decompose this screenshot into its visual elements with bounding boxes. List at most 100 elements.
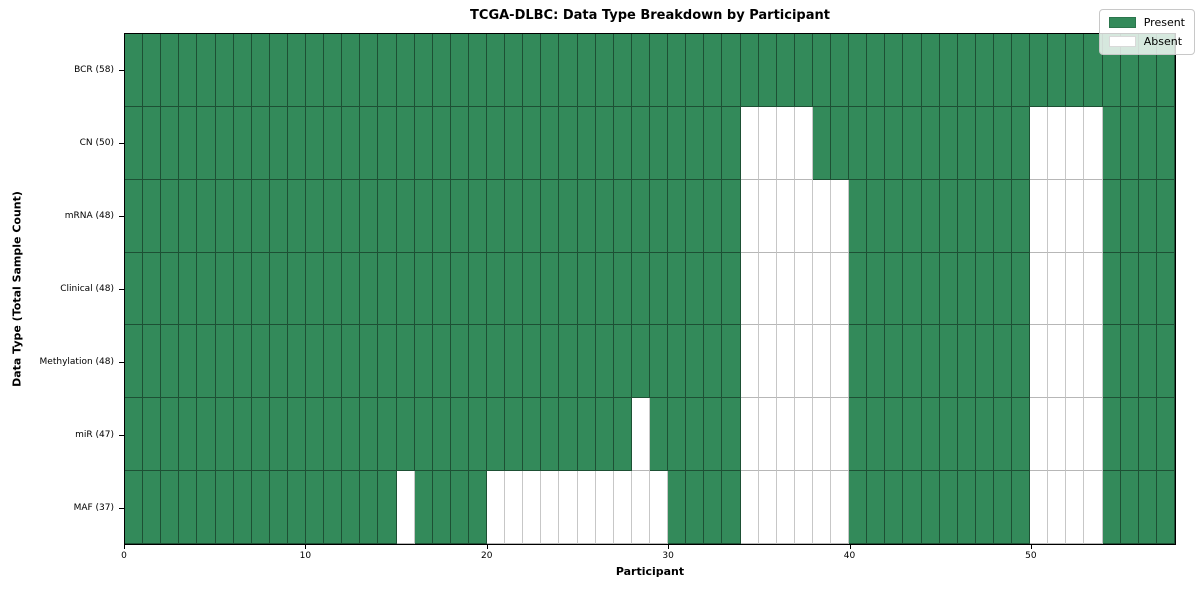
heatmap-cell [324,34,343,107]
heatmap-cell [885,325,904,399]
heatmap-cell [450,106,469,180]
heatmap-cell [269,471,288,544]
heatmap-cell [1012,398,1031,472]
heatmap-cell [360,471,379,544]
heatmap-cell [360,179,379,253]
heatmap-cell [197,106,216,180]
heatmap-cell [812,252,832,326]
heatmap-cell [867,106,886,180]
heatmap-cell [269,398,288,472]
heatmap-cell [957,252,976,326]
heatmap-cell [1120,106,1139,180]
heatmap-cell [342,34,361,107]
heatmap-cell [487,179,506,253]
heatmap-cell [849,471,868,544]
heatmap-cell [740,471,759,544]
heatmap-cell [831,325,850,399]
y-tick-mark [119,435,124,437]
x-tick-mark [486,545,488,549]
heatmap-cell [468,106,488,180]
heatmap-cell [867,471,886,544]
heatmap-cell [215,179,234,253]
heatmap-cell [1138,325,1157,399]
heatmap-cell [215,398,234,472]
heatmap-cell [505,325,524,399]
heatmap-cell [450,325,469,399]
heatmap-cell [831,471,850,544]
heatmap-cell [885,471,904,544]
heatmap-cell [269,252,288,326]
heatmap-cell [324,325,343,399]
heatmap-cell [776,398,795,472]
heatmap-cell [722,325,741,399]
legend-swatch-absent [1108,36,1136,47]
heatmap-cell [1120,325,1139,399]
heatmap-cell [1048,179,1067,253]
heatmap-cell [921,325,940,399]
heatmap-cell [885,106,904,180]
heatmap-cell [704,252,723,326]
heatmap-cell [468,398,488,472]
heatmap-cell [921,179,940,253]
heatmap-cell [143,252,162,326]
heatmap-cell [414,179,433,253]
y-tick-label: CN (50) [79,137,114,148]
heatmap-cell [251,325,270,399]
heatmap-cell [794,34,813,107]
heatmap-cell [324,106,343,180]
heatmap-cell [975,325,994,399]
heatmap-cell [831,398,850,472]
heatmap-cell [559,106,578,180]
heatmap-cell [251,106,270,180]
heatmap-cell [233,252,252,326]
heatmap-cell [161,179,180,253]
heatmap-cell [269,34,288,107]
heatmap-cell [1066,252,1085,326]
heatmap-cell [541,252,560,326]
heatmap-cell [740,325,759,399]
heatmap-cell [704,471,723,544]
heatmap-cell [143,106,162,180]
heatmap-cell [849,106,868,180]
heatmap-cell [1120,471,1139,544]
heatmap-cell [1084,252,1103,326]
heatmap-cell [595,398,614,472]
heatmap-cell [921,106,940,180]
heatmap-cell [233,471,252,544]
heatmap-cell [740,34,759,107]
heatmap-cell [1120,398,1139,472]
heatmap-cell [975,106,994,180]
heatmap-cell [650,252,669,326]
heatmap-cell [396,325,415,399]
heatmap-cell [432,325,451,399]
heatmap-cell [957,106,976,180]
heatmap-cell [776,471,795,544]
heatmap-cell [812,398,832,472]
heatmap-cell [939,106,958,180]
heatmap-cell [378,106,397,180]
heatmap-cell [432,252,451,326]
heatmap-cell [776,252,795,326]
heatmap-cell [921,471,940,544]
heatmap-cell [631,179,650,253]
heatmap-cell [957,325,976,399]
heatmap-cell [1138,471,1157,544]
heatmap-cell [487,325,506,399]
heatmap-cell [197,398,216,472]
heatmap-cell [197,179,216,253]
heatmap-cell [1030,398,1049,472]
heatmap-cell [523,325,542,399]
heatmap-cell [939,252,958,326]
heatmap-cell [1066,179,1085,253]
heatmap-cell [396,398,415,472]
heatmap-cell [722,252,741,326]
heatmap-cell [613,471,632,544]
heatmap-cell [324,398,343,472]
x-tick-mark [305,545,307,549]
heatmap-cell [1084,398,1103,472]
y-tick-label: BCR (58) [74,64,114,75]
heatmap-cell [287,34,307,107]
heatmap-cell [215,252,234,326]
legend-swatch-present [1108,17,1136,28]
